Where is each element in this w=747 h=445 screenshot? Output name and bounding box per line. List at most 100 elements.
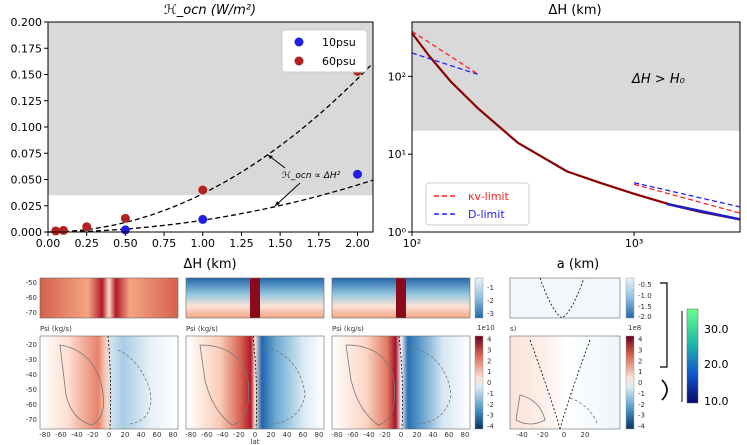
p1-ytick-label-2: 0.050 [11, 174, 43, 187]
psi-contour-1b [117, 349, 152, 425]
psi-label-4: s) [510, 325, 517, 333]
p1-ytick-label-7: 0.175 [11, 42, 43, 55]
top-cbar-tick-2: -2 [487, 297, 494, 305]
p1-point-10psu-1 [198, 214, 208, 224]
top-cbar-tick-1: -1 [487, 284, 494, 292]
p1-point-60psu-1 [58, 225, 68, 235]
panel-heat-flux: 0.000 0.025 0.050 0.075 0.100 0.125 0.150 0.175… [11, 3, 374, 272]
p1-ytick-label-0: 0.000 [11, 226, 43, 239]
p1-ytick-label-8: 0.200 [11, 16, 43, 29]
p2-region-label: ΔH > H₀ [631, 72, 686, 87]
psi-xtick-label-0-1: -60 [55, 431, 66, 439]
psi-xtick-label-1-2: -40 [217, 431, 228, 439]
p2-series-10psu [666, 202, 741, 221]
p2-xtick-label-0: 10² [403, 237, 421, 250]
panel-heatmaps: -50 -60 -70 -1 -2 -3 -0.5 -1.0 -1.5 -2.0… [26, 277, 729, 445]
psi-ytick-label-5: -70 [26, 416, 37, 424]
psi-xtick-label-0-5: 20 [121, 431, 130, 439]
p1-point-60psu-3 [120, 213, 130, 223]
psi-cbar-exponent-2: 1e8 [628, 324, 641, 332]
psi-xtick-label-2-8: 80 [461, 431, 470, 439]
psi-colorbar-1-ticks: 4 3 2 1 0 -1 -2 -3 -4 [487, 336, 495, 431]
psi-contour-3b [407, 345, 452, 425]
cb2-ticks-label-0: 4 [638, 336, 643, 344]
p2-x-label: a (km) [557, 257, 599, 272]
psi-panel-1 [40, 336, 178, 429]
psi-xtick-label-2-2: -40 [363, 431, 374, 439]
psi-contour-3a [345, 344, 396, 426]
top-ytick-2: -60 [26, 294, 37, 302]
psi-center-line-1 [107, 335, 112, 430]
top-panel-4-contour [539, 277, 585, 319]
cb2-ticks-label-4: 0 [638, 379, 642, 387]
psi-xtick-label-0-7: 60 [153, 431, 162, 439]
p1-data-points [51, 66, 363, 236]
psi-xtick-label-1-6: 40 [283, 431, 292, 439]
top-cbar2-tick-2: -1.0 [638, 292, 652, 300]
bracket-top [660, 282, 668, 368]
psi-xtick-label-0-3: -20 [87, 431, 98, 439]
p2-shaded-region [412, 22, 740, 131]
p1-xtick-label-8: 2.00 [345, 237, 370, 250]
psi-xtick-label-4-2: 0 [562, 431, 566, 439]
psi-xtick-label-2-5: 20 [413, 431, 422, 439]
p1-annotation: ℋ_ocn ∝ ΔH² [282, 171, 341, 181]
psi-panel-4 [510, 336, 620, 429]
top-colorbar-1 [474, 277, 484, 319]
bracket-paren [661, 379, 668, 401]
cb2-ticks-label-1: 3 [638, 346, 642, 354]
p2-y-axis: 10⁰ 10¹ 10² [388, 70, 412, 239]
psi-contour-2b [261, 345, 306, 425]
psi-ytick-label-4: -60 [26, 401, 37, 409]
psi-contour-1a [59, 344, 104, 426]
p1-annotation-arrow-lower [274, 182, 301, 207]
psi-xtick-label-1-5: 20 [267, 431, 276, 439]
psi-xtick-label-1-0: -80 [185, 431, 196, 439]
p2-limit-line-0 [411, 30, 480, 76]
extra-colorbar [686, 308, 699, 404]
psi-center-line-2 [252, 335, 257, 430]
psi-frame-1 [39, 335, 179, 430]
psi-contour-2a [199, 344, 250, 426]
p1-annotation-arrowhead-lower [275, 201, 280, 206]
p1-annotation-arrowhead-upper [268, 155, 273, 159]
p2-limit-line-3 [633, 182, 741, 208]
psi-xtick-label-4-3: 20 [581, 431, 590, 439]
p1-legend-label-60psu: 60psu [322, 55, 356, 68]
top-colorbar-2 [625, 277, 635, 319]
cb1-ticks-label-8: -4 [487, 423, 495, 431]
psi-colorbar-2-ticks: 4 3 2 1 0 -1 -2 -3 -4 [638, 336, 646, 431]
cb2-ticks-label-3: 1 [638, 368, 642, 376]
psi-center-line-3 [398, 335, 403, 430]
psi-xtick-label-0-0: -80 [39, 431, 50, 439]
psi-xtick-label-2-4: 0 [399, 431, 403, 439]
extra-cbar-tick-2: 20.0 [704, 358, 729, 371]
p1-ytick-label-3: 0.075 [11, 147, 43, 160]
p1-xtick-label-4: 1.00 [191, 237, 216, 250]
cb1-ticks-label-5: -1 [487, 390, 494, 398]
p1-xtick-label-0: 0.00 [36, 237, 61, 250]
psi-xtick-label-4-1: -20 [537, 431, 548, 439]
p1-ytick-label-1: 0.025 [11, 200, 43, 213]
cb1-ticks-label-3: 1 [487, 368, 491, 376]
cb2-ticks-label-6: -2 [638, 401, 645, 409]
top-cbar2-tick-1: -0.5 [638, 281, 652, 289]
p1-x-axis: 0.00 0.25 0.50 0.75 1.00 1.25 1.50 1.75 2.00 [36, 232, 370, 250]
p1-ytick-label-4: 0.100 [11, 121, 43, 134]
p1-ytick-label-5: 0.125 [11, 95, 43, 108]
psi-xtick-label-0-4: 0 [107, 431, 111, 439]
cb1-ticks-label-1: 3 [487, 346, 491, 354]
psi-xtick-label-2-7: 60 [445, 431, 454, 439]
top-cbar2-tick-3: -1.5 [638, 303, 652, 311]
psi-center-lines [107, 335, 591, 430]
top-panel-frame-3 [331, 277, 471, 319]
p2-plot-frame [411, 21, 741, 233]
cb1-ticks-label-7: -3 [487, 412, 494, 420]
psi-xtick-label-1-4: 0 [253, 431, 257, 439]
psi-xtick-label-2-3: -20 [379, 431, 390, 439]
top-panel-frame-4 [509, 277, 621, 319]
psi-x-label: lat [251, 438, 260, 445]
